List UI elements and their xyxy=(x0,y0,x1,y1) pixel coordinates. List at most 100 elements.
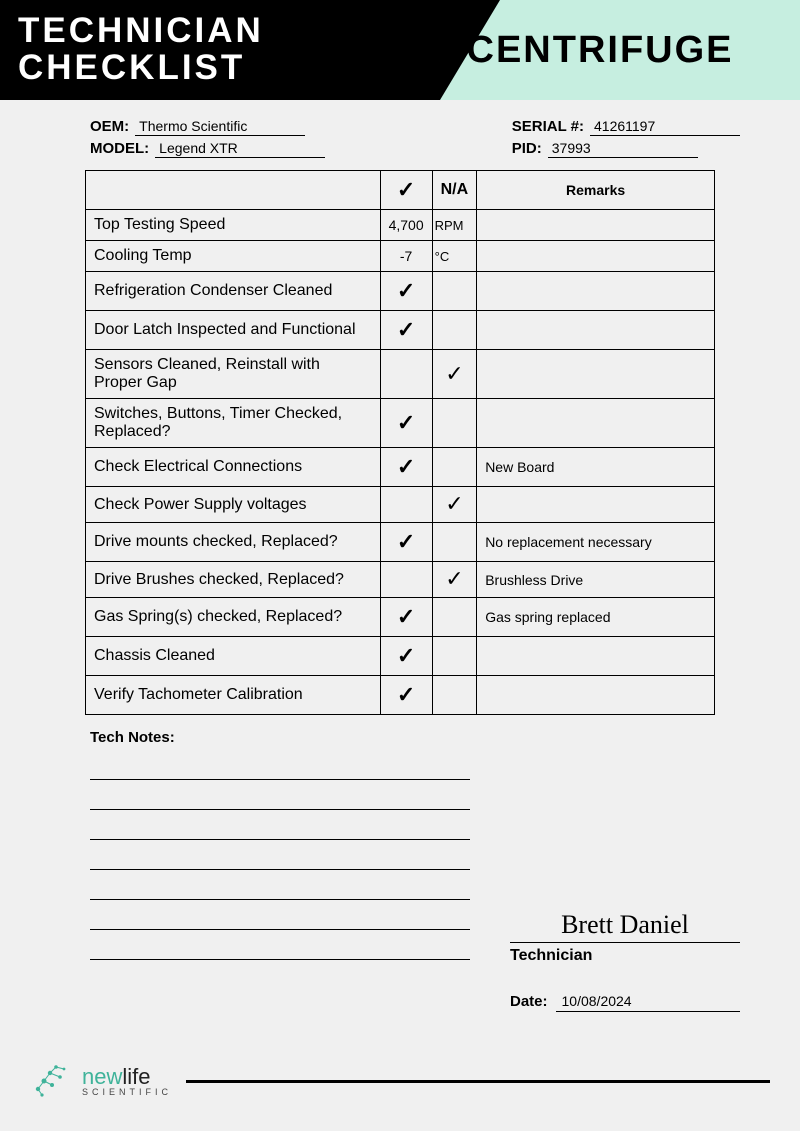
table-row: Drive mounts checked, Replaced? ✓ No repla… xyxy=(86,523,715,562)
remarks-cell: New Board xyxy=(477,448,715,487)
check-mark-icon: ✓ xyxy=(397,604,415,629)
item-cell: Refrigeration Condenser Cleaned xyxy=(86,272,381,311)
unit-cell: RPM xyxy=(432,210,477,241)
check-mark-icon: ✓ xyxy=(397,454,415,479)
item-cell: Sensors Cleaned, Reinstall with Proper G… xyxy=(86,350,381,399)
check-cell: ✓ xyxy=(380,311,432,350)
check-mark-icon: ✓ xyxy=(445,491,463,516)
remarks-cell xyxy=(477,676,715,715)
table-row: Check Electrical Connections ✓ New Board xyxy=(86,448,715,487)
check-mark-icon: ✓ xyxy=(445,361,463,386)
table-row: Top Testing Speed4,700RPM xyxy=(86,210,715,241)
serial-value: 41261197 xyxy=(590,118,740,136)
remarks-cell xyxy=(477,487,715,523)
oem-label: OEM: xyxy=(90,118,129,135)
note-line xyxy=(90,818,470,840)
item-cell: Cooling Temp xyxy=(86,241,381,272)
item-cell: Verify Tachometer Calibration xyxy=(86,676,381,715)
item-cell: Drive mounts checked, Replaced? xyxy=(86,523,381,562)
note-line xyxy=(90,788,470,810)
table-row: Switches, Buttons, Timer Checked, Replac… xyxy=(86,399,715,448)
check-cell xyxy=(380,350,432,399)
model-value: Legend XTR xyxy=(155,140,325,158)
note-line xyxy=(90,758,470,780)
header-check: ✓ xyxy=(380,171,432,210)
info-block: OEM: Thermo Scientific MODEL: Legend XTR… xyxy=(90,118,740,158)
remarks-cell xyxy=(477,210,715,241)
item-cell: Check Electrical Connections xyxy=(86,448,381,487)
remarks-cell: Brushless Drive xyxy=(477,562,715,598)
check-cell: ✓ xyxy=(380,399,432,448)
item-cell: Check Power Supply voltages xyxy=(86,487,381,523)
footer-rule xyxy=(186,1080,770,1083)
category-title: CENTRIFUGE xyxy=(467,29,734,72)
na-cell: ✓ xyxy=(432,487,477,523)
oem-value: Thermo Scientific xyxy=(135,118,305,136)
signature-name: Brett Daniel xyxy=(510,910,740,943)
header-remarks: Remarks xyxy=(477,171,715,210)
check-cell xyxy=(380,487,432,523)
item-cell: Switches, Buttons, Timer Checked, Replac… xyxy=(86,399,381,448)
note-line xyxy=(90,908,470,930)
check-mark-icon: ✓ xyxy=(397,410,415,435)
na-cell xyxy=(432,598,477,637)
check-cell xyxy=(380,562,432,598)
check-mark-icon: ✓ xyxy=(397,529,415,554)
check-cell: ✓ xyxy=(380,637,432,676)
remarks-cell xyxy=(477,272,715,311)
brand-logo: newlife SCIENTIFIC xyxy=(30,1059,172,1103)
remarks-cell xyxy=(477,350,715,399)
check-cell: ✓ xyxy=(380,676,432,715)
na-cell xyxy=(432,676,477,715)
na-cell xyxy=(432,448,477,487)
title-line-2: CHECKLIST xyxy=(18,50,500,87)
check-cell: ✓ xyxy=(380,272,432,311)
check-mark-icon: ✓ xyxy=(397,317,415,342)
check-mark-icon: ✓ xyxy=(397,643,415,668)
na-cell xyxy=(432,637,477,676)
brand-name: newlife xyxy=(82,1066,172,1088)
remarks-cell xyxy=(477,399,715,448)
check-mark-icon: ✓ xyxy=(397,278,415,303)
table-row: Drive Brushes checked, Replaced? ✓Brushle… xyxy=(86,562,715,598)
check-cell: ✓ xyxy=(380,523,432,562)
pid-value: 37993 xyxy=(548,140,698,158)
table-row: Check Power Supply voltages ✓ xyxy=(86,487,715,523)
check-cell: ✓ xyxy=(380,598,432,637)
date-value: 10/08/2024 xyxy=(556,993,740,1012)
value-cell: 4,700 xyxy=(380,210,432,241)
remarks-cell xyxy=(477,637,715,676)
unit-cell: °C xyxy=(432,241,477,272)
header-title-panel: TECHNICIAN CHECKLIST xyxy=(0,0,500,100)
note-line xyxy=(90,878,470,900)
table-row: Sensors Cleaned, Reinstall with Proper G… xyxy=(86,350,715,399)
na-cell xyxy=(432,523,477,562)
remarks-cell: Gas spring replaced xyxy=(477,598,715,637)
na-cell xyxy=(432,399,477,448)
brand-new: new xyxy=(82,1064,122,1089)
signature-block: Brett Daniel Technician Date: 10/08/2024 xyxy=(510,910,740,1012)
remarks-cell xyxy=(477,241,715,272)
note-line xyxy=(90,848,470,870)
check-cell: ✓ xyxy=(380,448,432,487)
pid-label: PID: xyxy=(512,140,542,157)
footer: newlife SCIENTIFIC xyxy=(30,1059,770,1103)
table-row: Verify Tachometer Calibration✓ xyxy=(86,676,715,715)
logo-graphic-icon xyxy=(30,1059,74,1103)
item-cell: Top Testing Speed xyxy=(86,210,381,241)
header-banner: CENTRIFUGE TECHNICIAN CHECKLIST xyxy=(0,0,800,100)
table-row: Chassis Cleaned ✓ xyxy=(86,637,715,676)
na-cell: ✓ xyxy=(432,350,477,399)
brand-sub: SCIENTIFIC xyxy=(82,1088,172,1097)
table-row: Gas Spring(s) checked, Replaced?✓Gas spr… xyxy=(86,598,715,637)
note-line xyxy=(90,938,470,960)
remarks-cell xyxy=(477,311,715,350)
remarks-cell: No replacement necessary xyxy=(477,523,715,562)
item-cell: Drive Brushes checked, Replaced? xyxy=(86,562,381,598)
tech-notes-label: Tech Notes: xyxy=(90,729,740,746)
header-na: N/A xyxy=(432,171,477,210)
na-cell xyxy=(432,311,477,350)
item-cell: Chassis Cleaned xyxy=(86,637,381,676)
na-cell: ✓ xyxy=(432,562,477,598)
date-label: Date: xyxy=(510,993,548,1010)
